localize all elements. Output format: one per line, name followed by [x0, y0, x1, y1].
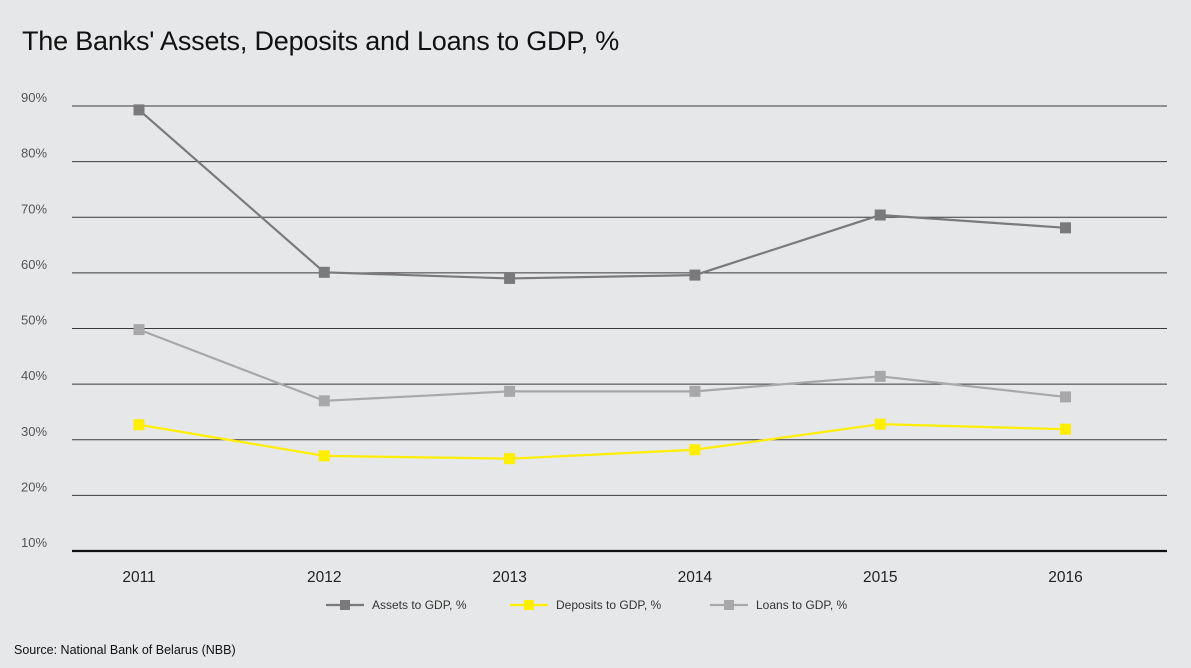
data-point-marker	[504, 453, 516, 465]
x-tick-label: 2015	[863, 569, 897, 586]
data-point-marker	[1060, 391, 1071, 403]
data-point-marker	[133, 104, 145, 116]
y-tick-label: 60%	[21, 257, 47, 272]
legend-marker	[724, 600, 734, 610]
grid-lines	[72, 105, 1167, 553]
data-point-marker	[874, 370, 886, 382]
series-line	[138, 328, 1066, 402]
data-point-marker	[504, 385, 516, 397]
x-tick-label: 2013	[492, 569, 526, 586]
legend-label: Loans to GDP, %	[756, 598, 847, 612]
x-tick-label: 2011	[122, 569, 155, 586]
data-point-marker	[318, 266, 330, 278]
y-tick-label: 90%	[21, 90, 47, 105]
data-point-marker	[133, 419, 145, 431]
data-point-marker	[1060, 423, 1071, 435]
series-group	[133, 104, 1071, 465]
data-point-marker	[689, 444, 701, 456]
x-tick-label: 2012	[307, 569, 341, 586]
data-point-marker	[133, 324, 145, 336]
y-tick-label: 40%	[21, 368, 47, 383]
data-point-marker	[689, 269, 701, 281]
legend-label: Deposits to GDP, %	[556, 598, 661, 612]
y-tick-label: 50%	[21, 313, 47, 328]
data-point-marker	[318, 450, 330, 462]
data-point-marker	[874, 209, 886, 221]
legend-label: Assets to GDP, %	[372, 598, 467, 612]
data-point-marker	[504, 272, 516, 284]
y-tick-label: 20%	[21, 479, 47, 494]
x-tick-label: 2014	[678, 569, 713, 586]
line-chart: 10% 20% 30% 40% 50% 60% 70% 80% 90% 2011 2012 2013…	[21, 90, 1167, 612]
data-point-marker	[689, 385, 701, 397]
legend: Assets to GDP, % Deposits to GDP, % Loans …	[326, 598, 847, 612]
data-point-marker	[874, 418, 886, 430]
data-point-marker	[318, 395, 330, 407]
y-axis: 10% 20% 30% 40% 50% 60% 70% 80% 90%	[21, 90, 47, 550]
series-line	[138, 109, 1066, 280]
y-tick-label: 80%	[21, 146, 47, 161]
chart-title: The Banks' Assets, Deposits and Loans to…	[22, 26, 620, 56]
data-point-marker	[1060, 222, 1071, 234]
source-note: Source: National Bank of Belarus (NBB)	[14, 643, 236, 657]
y-tick-label: 30%	[21, 424, 47, 439]
series-line	[138, 423, 1066, 460]
y-tick-label: 10%	[21, 535, 47, 550]
legend-marker	[340, 600, 350, 610]
x-axis: 2011 2012 2013 2014 2015 2016	[122, 569, 1082, 586]
legend-marker	[524, 600, 534, 610]
x-tick-label: 2016	[1048, 569, 1082, 586]
y-tick-label: 70%	[21, 201, 47, 216]
